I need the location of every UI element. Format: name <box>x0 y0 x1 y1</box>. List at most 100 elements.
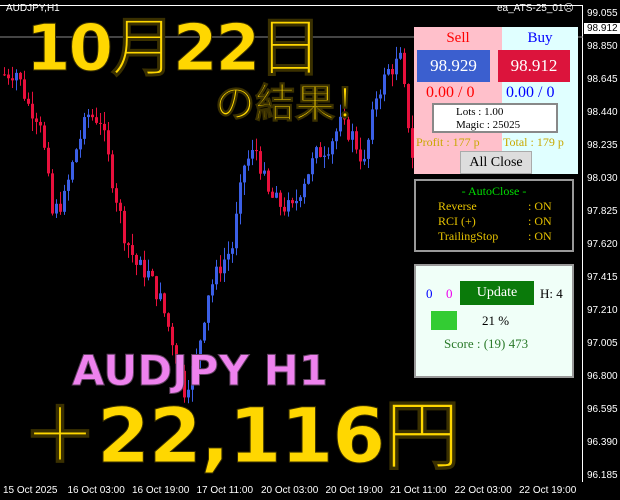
candle-body <box>95 117 98 123</box>
autoclose-item: TrailingStop: ON <box>416 229 572 243</box>
score-label: Score : (19) 473 <box>444 336 529 351</box>
candle-body <box>83 117 86 139</box>
price-tick: 97.620 <box>587 239 618 250</box>
candle-body <box>355 131 358 150</box>
price-tick: 96.390 <box>587 437 618 448</box>
autoclose-title: - AutoClose - <box>461 184 527 198</box>
all-close-button[interactable]: All Close <box>460 151 532 174</box>
candle-body <box>135 254 138 265</box>
price-tick: 98.030 <box>587 173 618 184</box>
candle-body <box>179 363 182 371</box>
candle-body <box>311 158 314 175</box>
h-label: H: 4 <box>540 286 563 301</box>
candle-body <box>159 293 162 300</box>
lots-magic-box: Lots : 1.00 Magic : 25025 <box>432 103 558 133</box>
candle-body <box>303 183 306 198</box>
price-tick: 98.645 <box>587 74 618 85</box>
candle-body <box>387 69 390 75</box>
price-tick: 98.850 <box>587 41 618 52</box>
candle-body <box>271 191 274 198</box>
candle-body <box>283 206 286 212</box>
magic-value: Magic : 25025 <box>456 119 521 131</box>
candle-body <box>167 313 170 327</box>
candle-body <box>359 149 362 162</box>
sell-button[interactable]: 98.929 <box>417 50 490 82</box>
time-tick: 16 Oct 19:00 <box>132 485 190 496</box>
candle-body <box>223 259 226 274</box>
candle-body <box>99 122 102 124</box>
price-tick: 97.210 <box>587 305 618 316</box>
candle-body <box>15 72 18 81</box>
price-tick: 96.800 <box>587 371 618 382</box>
candle-body <box>315 147 318 159</box>
candle-body <box>31 103 34 119</box>
candle-body <box>175 345 178 364</box>
price-tick: 98.440 <box>587 107 618 118</box>
candle-body <box>263 170 266 174</box>
autoclose-item-value: : ON <box>528 229 552 243</box>
candle-body <box>251 150 254 159</box>
price-tick: 96.595 <box>587 404 618 415</box>
candle-body <box>331 141 334 155</box>
total-label: Total : 179 p <box>503 135 564 149</box>
candle-body <box>187 389 190 398</box>
candle-body <box>407 84 410 129</box>
time-tick: 15 Oct 2025 <box>3 485 58 496</box>
candle-body <box>35 118 38 122</box>
chart-symbol: AUDJPY,H1 <box>6 3 60 14</box>
candle-body <box>291 200 294 204</box>
update-button[interactable]: Update <box>460 281 534 305</box>
candle-body <box>383 74 386 95</box>
profit-label: Profit : 177 p <box>416 135 480 149</box>
candle-body <box>191 365 194 390</box>
candle-body <box>211 284 214 296</box>
candle-body <box>399 52 402 59</box>
ea-label: ea_ATS-25_01 <box>497 3 564 14</box>
candle-body <box>219 266 222 274</box>
candle-body <box>115 188 118 203</box>
candle-body <box>107 130 110 155</box>
candle-body <box>215 266 218 285</box>
candle-body <box>395 58 398 75</box>
current-price-label: 98.912 <box>584 23 620 34</box>
time-tick: 22 Oct 19:00 <box>519 485 577 496</box>
buy-header: Buy <box>527 30 553 46</box>
time-tick: 21 Oct 11:00 <box>390 485 447 496</box>
candle-body <box>267 170 270 192</box>
candle-body <box>23 79 26 99</box>
candle-body <box>255 150 258 152</box>
candle-body <box>147 270 150 278</box>
buy-button[interactable]: 98.912 <box>498 50 570 82</box>
candle-body <box>335 131 338 142</box>
ea-name: ea_ATS-25_01☹ <box>497 3 574 15</box>
candle-body <box>3 74 6 76</box>
candle-body <box>207 295 210 323</box>
profit-overlay: ＋22,116円 <box>21 391 460 480</box>
candle-body <box>195 356 198 366</box>
candle-body <box>403 52 406 85</box>
autoclose-panel: - AutoClose - Reverse: ON RCI (+): ON Trai… <box>414 179 574 252</box>
candle-body <box>295 200 298 204</box>
time-tick: 16 Oct 03:00 <box>67 485 125 496</box>
count-blue: 0 <box>426 286 433 301</box>
candle-body <box>43 125 46 148</box>
price-tick: 97.825 <box>587 206 618 217</box>
candle-body <box>375 98 378 110</box>
candle-body <box>299 197 302 201</box>
candle-body <box>111 154 114 189</box>
sell-position: 0.00 / 0 <box>426 84 475 101</box>
candle-body <box>71 162 74 180</box>
candle-body <box>39 121 42 126</box>
candle-body <box>103 123 106 131</box>
chart-area[interactable] <box>0 5 583 482</box>
candle-body <box>203 322 206 341</box>
autoclose-item: Reverse: ON <box>416 199 572 213</box>
candle-body <box>63 190 66 212</box>
candle-body <box>55 203 58 214</box>
autoclose-item-value: : ON <box>528 214 552 228</box>
candle-body <box>239 182 242 214</box>
candle-body <box>367 139 370 159</box>
candle-body <box>11 78 14 81</box>
candle-body <box>275 192 278 198</box>
candle-body <box>323 155 326 157</box>
